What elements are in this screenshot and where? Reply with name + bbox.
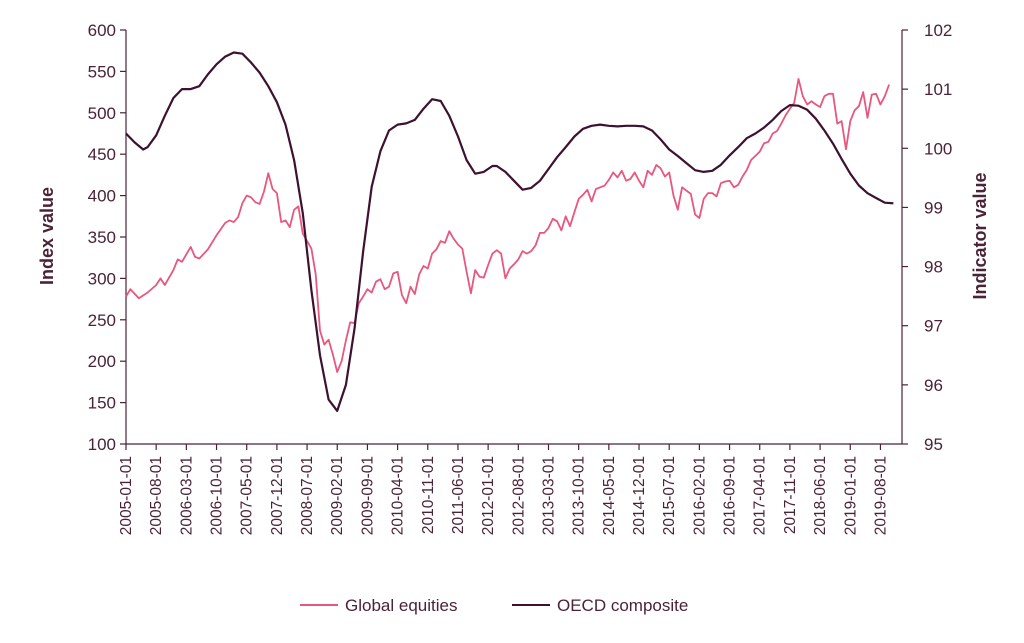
right-tick-label: 101 [924, 80, 952, 99]
x-axis-ticks: 2005-01-01 2005-08-01 2006-03-01 2006-10-01… [118, 444, 889, 535]
series-line-oecd-composite [125, 51, 894, 412]
x-tick-label: 2010-11-01 [420, 456, 437, 534]
legend-label-global-equities: Global equities [345, 596, 457, 615]
y-axis-left-title: Index value [37, 187, 57, 285]
left-tick-label: 400 [88, 187, 116, 206]
right-tick-label: 102 [924, 21, 952, 40]
left-tick-label: 200 [88, 352, 116, 371]
left-axis-ticks: 100 150 200 250 300 350 400 450 500 550 600 [88, 21, 126, 454]
left-tick-label: 550 [88, 62, 116, 81]
x-tick-label: 2016-02-01 [691, 456, 708, 535]
x-tick-label: 2009-02-01 [329, 456, 346, 535]
x-tick-label: 2019-01-01 [842, 456, 859, 535]
right-tick-label: 97 [924, 317, 943, 336]
x-tick-label: 2007-12-01 [269, 456, 286, 535]
x-tick-label: 2010-04-01 [390, 456, 407, 535]
x-tick-label: 2014-12-01 [631, 456, 648, 535]
left-tick-label: 300 [88, 269, 116, 288]
x-tick-label: 2012-01-01 [480, 456, 497, 535]
x-tick-label: 2018-06-01 [812, 456, 829, 535]
x-tick-label: 2015-07-01 [661, 456, 678, 535]
x-tick-label: 2007-05-01 [239, 456, 256, 535]
x-tick-label: 2013-03-01 [540, 456, 557, 535]
left-tick-label: 100 [88, 435, 116, 454]
left-tick-label: 150 [88, 394, 116, 413]
x-tick-label: 2012-08-01 [510, 456, 527, 535]
x-tick-label: 2009-09-01 [359, 456, 376, 535]
series-line-global-equities [125, 78, 890, 373]
left-tick-label: 250 [88, 311, 116, 330]
series-layer [125, 51, 894, 412]
x-tick-label: 2005-01-01 [118, 456, 135, 535]
right-tick-label: 99 [924, 198, 943, 217]
x-tick-label: 2008-07-01 [299, 456, 316, 535]
legend: Global equities OECD composite [300, 596, 688, 615]
left-tick-label: 350 [88, 228, 116, 247]
x-tick-label: 2013-10-01 [571, 456, 588, 535]
left-tick-label: 450 [88, 145, 116, 164]
legend-label-oecd-composite: OECD composite [557, 596, 688, 615]
y-axis-right-title: Indicator value [970, 172, 990, 299]
x-tick-label: 2016-09-01 [722, 456, 739, 535]
x-tick-label: 2019-08-01 [872, 456, 889, 535]
x-tick-label: 2006-03-01 [178, 456, 195, 535]
right-tick-label: 95 [924, 435, 943, 454]
left-tick-label: 500 [88, 104, 116, 123]
x-tick-label: 2006-10-01 [209, 456, 226, 535]
right-tick-label: 100 [924, 139, 952, 158]
x-tick-label: 2017-11-01 [782, 456, 799, 534]
right-tick-label: 98 [924, 258, 943, 277]
x-tick-label: 2005-08-01 [148, 456, 165, 535]
right-tick-label: 96 [924, 376, 943, 395]
left-tick-label: 600 [88, 21, 116, 40]
x-tick-label: 2014-05-01 [601, 456, 618, 535]
x-tick-label: 2011-06-01 [450, 456, 467, 534]
x-tick-label: 2017-04-01 [752, 456, 769, 535]
right-axis-ticks: 95 96 97 98 99 100 101 102 [902, 21, 952, 454]
